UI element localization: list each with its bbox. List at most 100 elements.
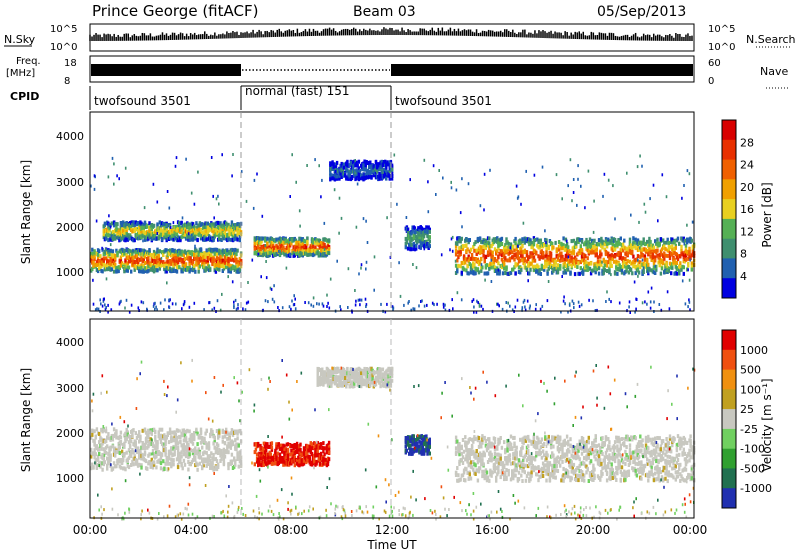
power-ground-cell: [154, 307, 156, 311]
power-scatter: [217, 194, 219, 198]
velocity-cell: [148, 442, 151, 447]
power-cell: [257, 244, 260, 249]
power-ground-cell: [120, 299, 122, 303]
power-ground-cell: [153, 302, 155, 306]
power-cell: [540, 266, 544, 271]
power-cell: [152, 252, 156, 257]
power-cell: [425, 244, 428, 249]
power-cell: [648, 236, 651, 241]
power-cell: [142, 263, 145, 268]
velocity-cell: [115, 430, 118, 434]
power-cell: [675, 252, 679, 257]
power-cell: [556, 257, 560, 262]
velocity-cell: [98, 432, 101, 436]
power-cell: [549, 254, 553, 259]
power-cell: [477, 270, 481, 275]
power-cell: [91, 267, 94, 272]
power-scatter: [636, 165, 639, 169]
power-cell: [175, 269, 179, 274]
power-cell: [160, 250, 164, 255]
power-cell: [91, 254, 94, 259]
power-scatter: [320, 195, 322, 199]
power-cell: [488, 266, 491, 271]
power-ground-cell: [475, 310, 478, 314]
power-cell: [111, 249, 115, 254]
power-cell: [607, 260, 610, 265]
power-cell: [371, 163, 374, 168]
power-cell: [637, 270, 641, 275]
power-ground-cell: [560, 310, 562, 314]
power-cell: [500, 236, 504, 241]
power-cell: [600, 236, 603, 241]
power-ground-cell: [511, 308, 514, 312]
power-cell: [528, 255, 531, 260]
velocity-cell: [184, 454, 188, 459]
velocity-cell: [98, 440, 101, 445]
power-cell: [562, 236, 565, 241]
power-scatter: [483, 172, 486, 176]
power-cell: [338, 176, 341, 181]
power-cell: [133, 267, 136, 272]
power-cell: [539, 255, 542, 260]
power-cell: [306, 239, 309, 244]
power-cell: [656, 248, 659, 253]
power-cell: [324, 245, 327, 250]
power-cell: [488, 241, 491, 246]
velocity-cell: [115, 435, 118, 440]
power-cell: [523, 263, 526, 267]
power-cell: [220, 231, 223, 236]
velocity-cell: [144, 459, 148, 464]
power-cell: [238, 267, 242, 272]
power-cell: [203, 260, 206, 265]
power-cell: [201, 222, 204, 227]
power-cell: [357, 166, 361, 171]
power-cell: [618, 241, 621, 246]
power-cell: [96, 252, 100, 257]
power-cell: [197, 252, 200, 257]
power-cell: [226, 254, 229, 259]
power-cell: [466, 247, 469, 252]
power-cell: [418, 232, 421, 237]
power-cell: [340, 162, 343, 167]
power-cell: [480, 245, 483, 250]
power-scatter: [440, 253, 443, 257]
power-cell: [682, 253, 685, 258]
power-ground-cell: [118, 302, 121, 306]
power-cell: [218, 267, 221, 272]
power-scatter: [427, 180, 429, 184]
power-cell: [536, 237, 539, 242]
power-cell: [508, 250, 512, 255]
power-scatter: [580, 184, 582, 188]
power-scatter: [423, 158, 426, 162]
power-cell: [154, 233, 157, 238]
power-cell: [168, 268, 172, 273]
power-cell: [176, 235, 180, 240]
power-cell: [229, 237, 232, 242]
power-ground-cell: [359, 298, 361, 302]
velocity-cell: [158, 436, 161, 441]
power-scatter: [687, 268, 689, 272]
power-ytick-3000: 3000: [56, 176, 84, 189]
freq-block-2: [391, 64, 693, 76]
power-ground-cell: [355, 299, 357, 303]
velocity-cell: [156, 440, 159, 444]
velocity-cell: [132, 462, 135, 467]
velocity-cell: [160, 442, 164, 447]
power-cell: [546, 271, 549, 276]
power-ground-cell: [188, 305, 191, 309]
power-cell: [666, 253, 669, 258]
power-ground-cell: [137, 306, 140, 310]
power-cell: [165, 223, 168, 228]
power-cell: [374, 160, 378, 165]
power-cell: [222, 264, 226, 269]
power-cell: [461, 244, 465, 249]
power-cell: [609, 256, 612, 261]
freq-right-tick-bottom: 0: [708, 76, 714, 87]
power-scatter: [448, 308, 451, 312]
power-cell: [253, 246, 256, 251]
velocity-cell: [176, 465, 180, 470]
power-cell: [460, 270, 463, 275]
power-cell: [483, 271, 486, 276]
power-cell: [621, 248, 625, 253]
power-cell: [642, 237, 645, 242]
